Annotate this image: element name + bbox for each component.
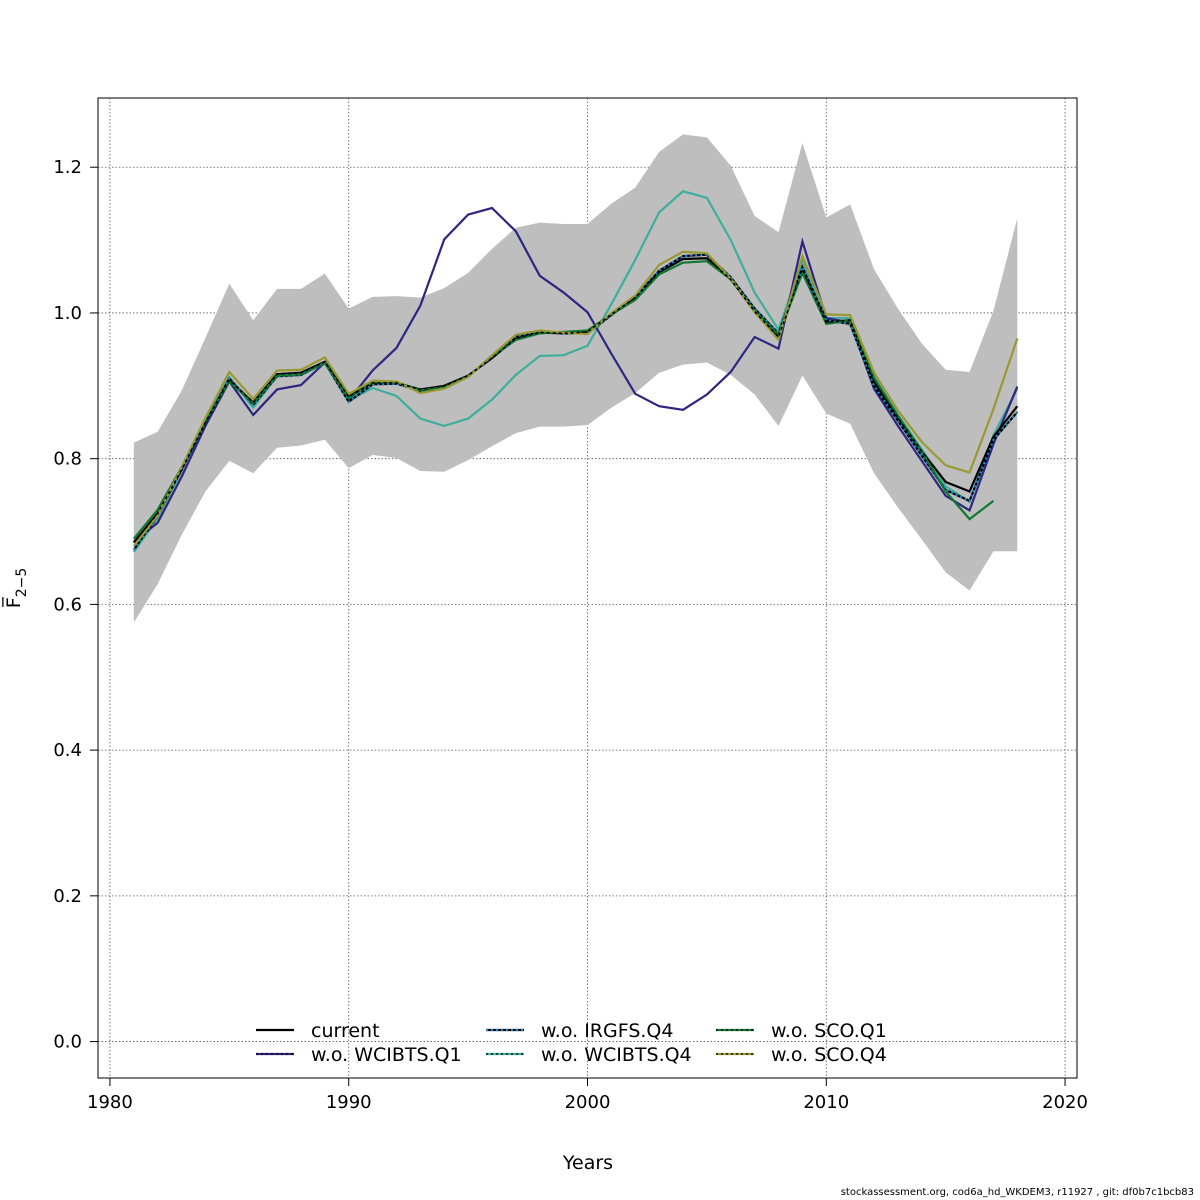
y-tick-label: 0.2 bbox=[53, 886, 82, 907]
legend-label: w.o. WCIBTS.Q4 bbox=[541, 1044, 692, 1066]
x-tick-label: 1980 bbox=[87, 1092, 133, 1113]
confidence-band-area bbox=[133, 134, 1018, 623]
y-axis-title-main: F̅ bbox=[1, 596, 25, 608]
y-tick-label: 0.6 bbox=[53, 594, 82, 615]
legend-label: w.o. SCO.Q4 bbox=[771, 1044, 887, 1066]
legend-entry-w-o-sco-q1: w.o. SCO.Q1 bbox=[716, 1020, 887, 1042]
legend-label: w.o. SCO.Q1 bbox=[771, 1020, 887, 1042]
x-tick-label: 1990 bbox=[326, 1092, 372, 1113]
svg-text:F̅2−5: F̅2−5 bbox=[1, 568, 30, 608]
legend-label: w.o. WCIBTS.Q1 bbox=[311, 1044, 462, 1066]
legend-label: current bbox=[311, 1020, 380, 1042]
x-tick-label: 2010 bbox=[803, 1092, 849, 1113]
confidence-band bbox=[133, 134, 1018, 623]
y-tick-label: 0.8 bbox=[53, 449, 82, 470]
y-tick-label: 1.0 bbox=[53, 303, 82, 324]
y-tick-label: 1.2 bbox=[53, 157, 82, 178]
x-tick-label: 2020 bbox=[1042, 1092, 1088, 1113]
x-axis-title: Years bbox=[562, 1152, 613, 1174]
footer-caption: stockassessment.org, cod6a_hd_WKDEM3, r1… bbox=[840, 1187, 1194, 1198]
x-tick-label: 2000 bbox=[565, 1092, 611, 1113]
y-tick-label: 0.4 bbox=[53, 740, 82, 761]
legend-entry-w-o-wcibts-q4: w.o. WCIBTS.Q4 bbox=[486, 1044, 692, 1066]
y-axis-title-sub: 2−5 bbox=[14, 568, 30, 598]
legend-entry-w-o-wcibts-q1: w.o. WCIBTS.Q1 bbox=[256, 1044, 462, 1066]
legend-entry-w-o-sco-q4: w.o. SCO.Q4 bbox=[716, 1044, 887, 1066]
series-line-w-o-sco-q4 bbox=[132, 250, 1019, 547]
series-line-w-o-irgfs-q4 bbox=[132, 253, 1019, 551]
series-lines bbox=[132, 190, 1019, 553]
y-tick-label: 0.0 bbox=[53, 1032, 82, 1053]
legend-label: w.o. IRGFS.Q4 bbox=[541, 1020, 673, 1042]
y-axis-title: F̅2−5 bbox=[1, 568, 30, 608]
x-axis: 1980 1990 2000 2010 2020 bbox=[87, 1077, 1088, 1113]
legend-entry-w-o-irgfs-q4: w.o. IRGFS.Q4 bbox=[486, 1020, 673, 1042]
y-axis: 0.0 0.2 0.4 0.6 0.8 1.0 1.2 bbox=[53, 157, 99, 1053]
legend-entry-current: current bbox=[256, 1020, 380, 1042]
